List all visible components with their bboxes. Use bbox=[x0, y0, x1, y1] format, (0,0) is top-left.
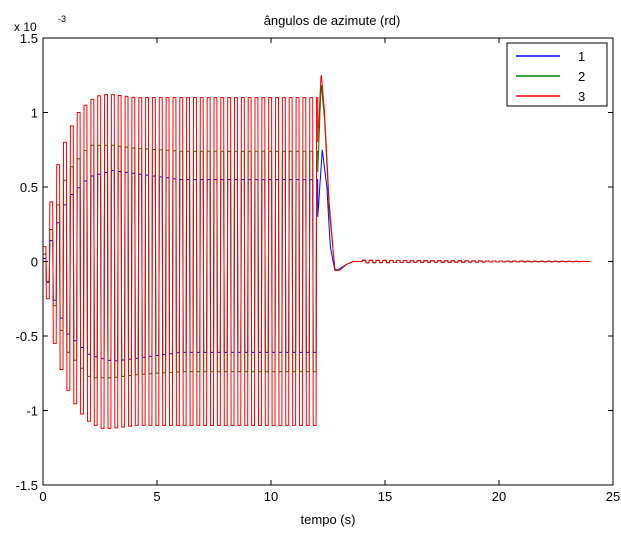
x-tick-label: 25 bbox=[606, 489, 620, 504]
legend-label-2: 2 bbox=[578, 69, 585, 84]
series-layer bbox=[43, 74, 590, 429]
x-tick-label: 15 bbox=[378, 489, 392, 504]
y-tick-label: 1.5 bbox=[20, 31, 38, 46]
legend: 1 2 3 bbox=[506, 42, 608, 107]
y-tick-label: 0 bbox=[31, 255, 38, 270]
x-tick-label: 20 bbox=[492, 489, 506, 504]
legend-label-1: 1 bbox=[578, 49, 585, 64]
y-exponent-base: x 10 bbox=[14, 20, 37, 34]
y-tick-label: 1 bbox=[31, 106, 38, 121]
x-tick-label: 0 bbox=[39, 489, 46, 504]
y-tick-label: -0.5 bbox=[16, 329, 38, 344]
y-tick-label: -1 bbox=[26, 404, 38, 419]
y-exponent-power: -3 bbox=[58, 14, 66, 24]
y-axis-exponent: x 10 -3 bbox=[14, 14, 66, 34]
x-tick-label: 10 bbox=[264, 489, 278, 504]
y-tick-label: 0.5 bbox=[20, 180, 38, 195]
chart-title: ângulos de azimute (rd) bbox=[264, 13, 401, 28]
y-axis-ticks: -1.5 -1 -0.5 0 0.5 1 1.5 bbox=[16, 31, 613, 493]
x-axis-ticks: 0 5 10 15 20 25 bbox=[39, 38, 620, 504]
y-tick-label: -1.5 bbox=[16, 478, 38, 493]
x-tick-label: 5 bbox=[153, 489, 160, 504]
legend-label-3: 3 bbox=[578, 89, 585, 104]
x-axis-label: tempo (s) bbox=[301, 512, 356, 527]
series-line-3 bbox=[43, 74, 590, 429]
